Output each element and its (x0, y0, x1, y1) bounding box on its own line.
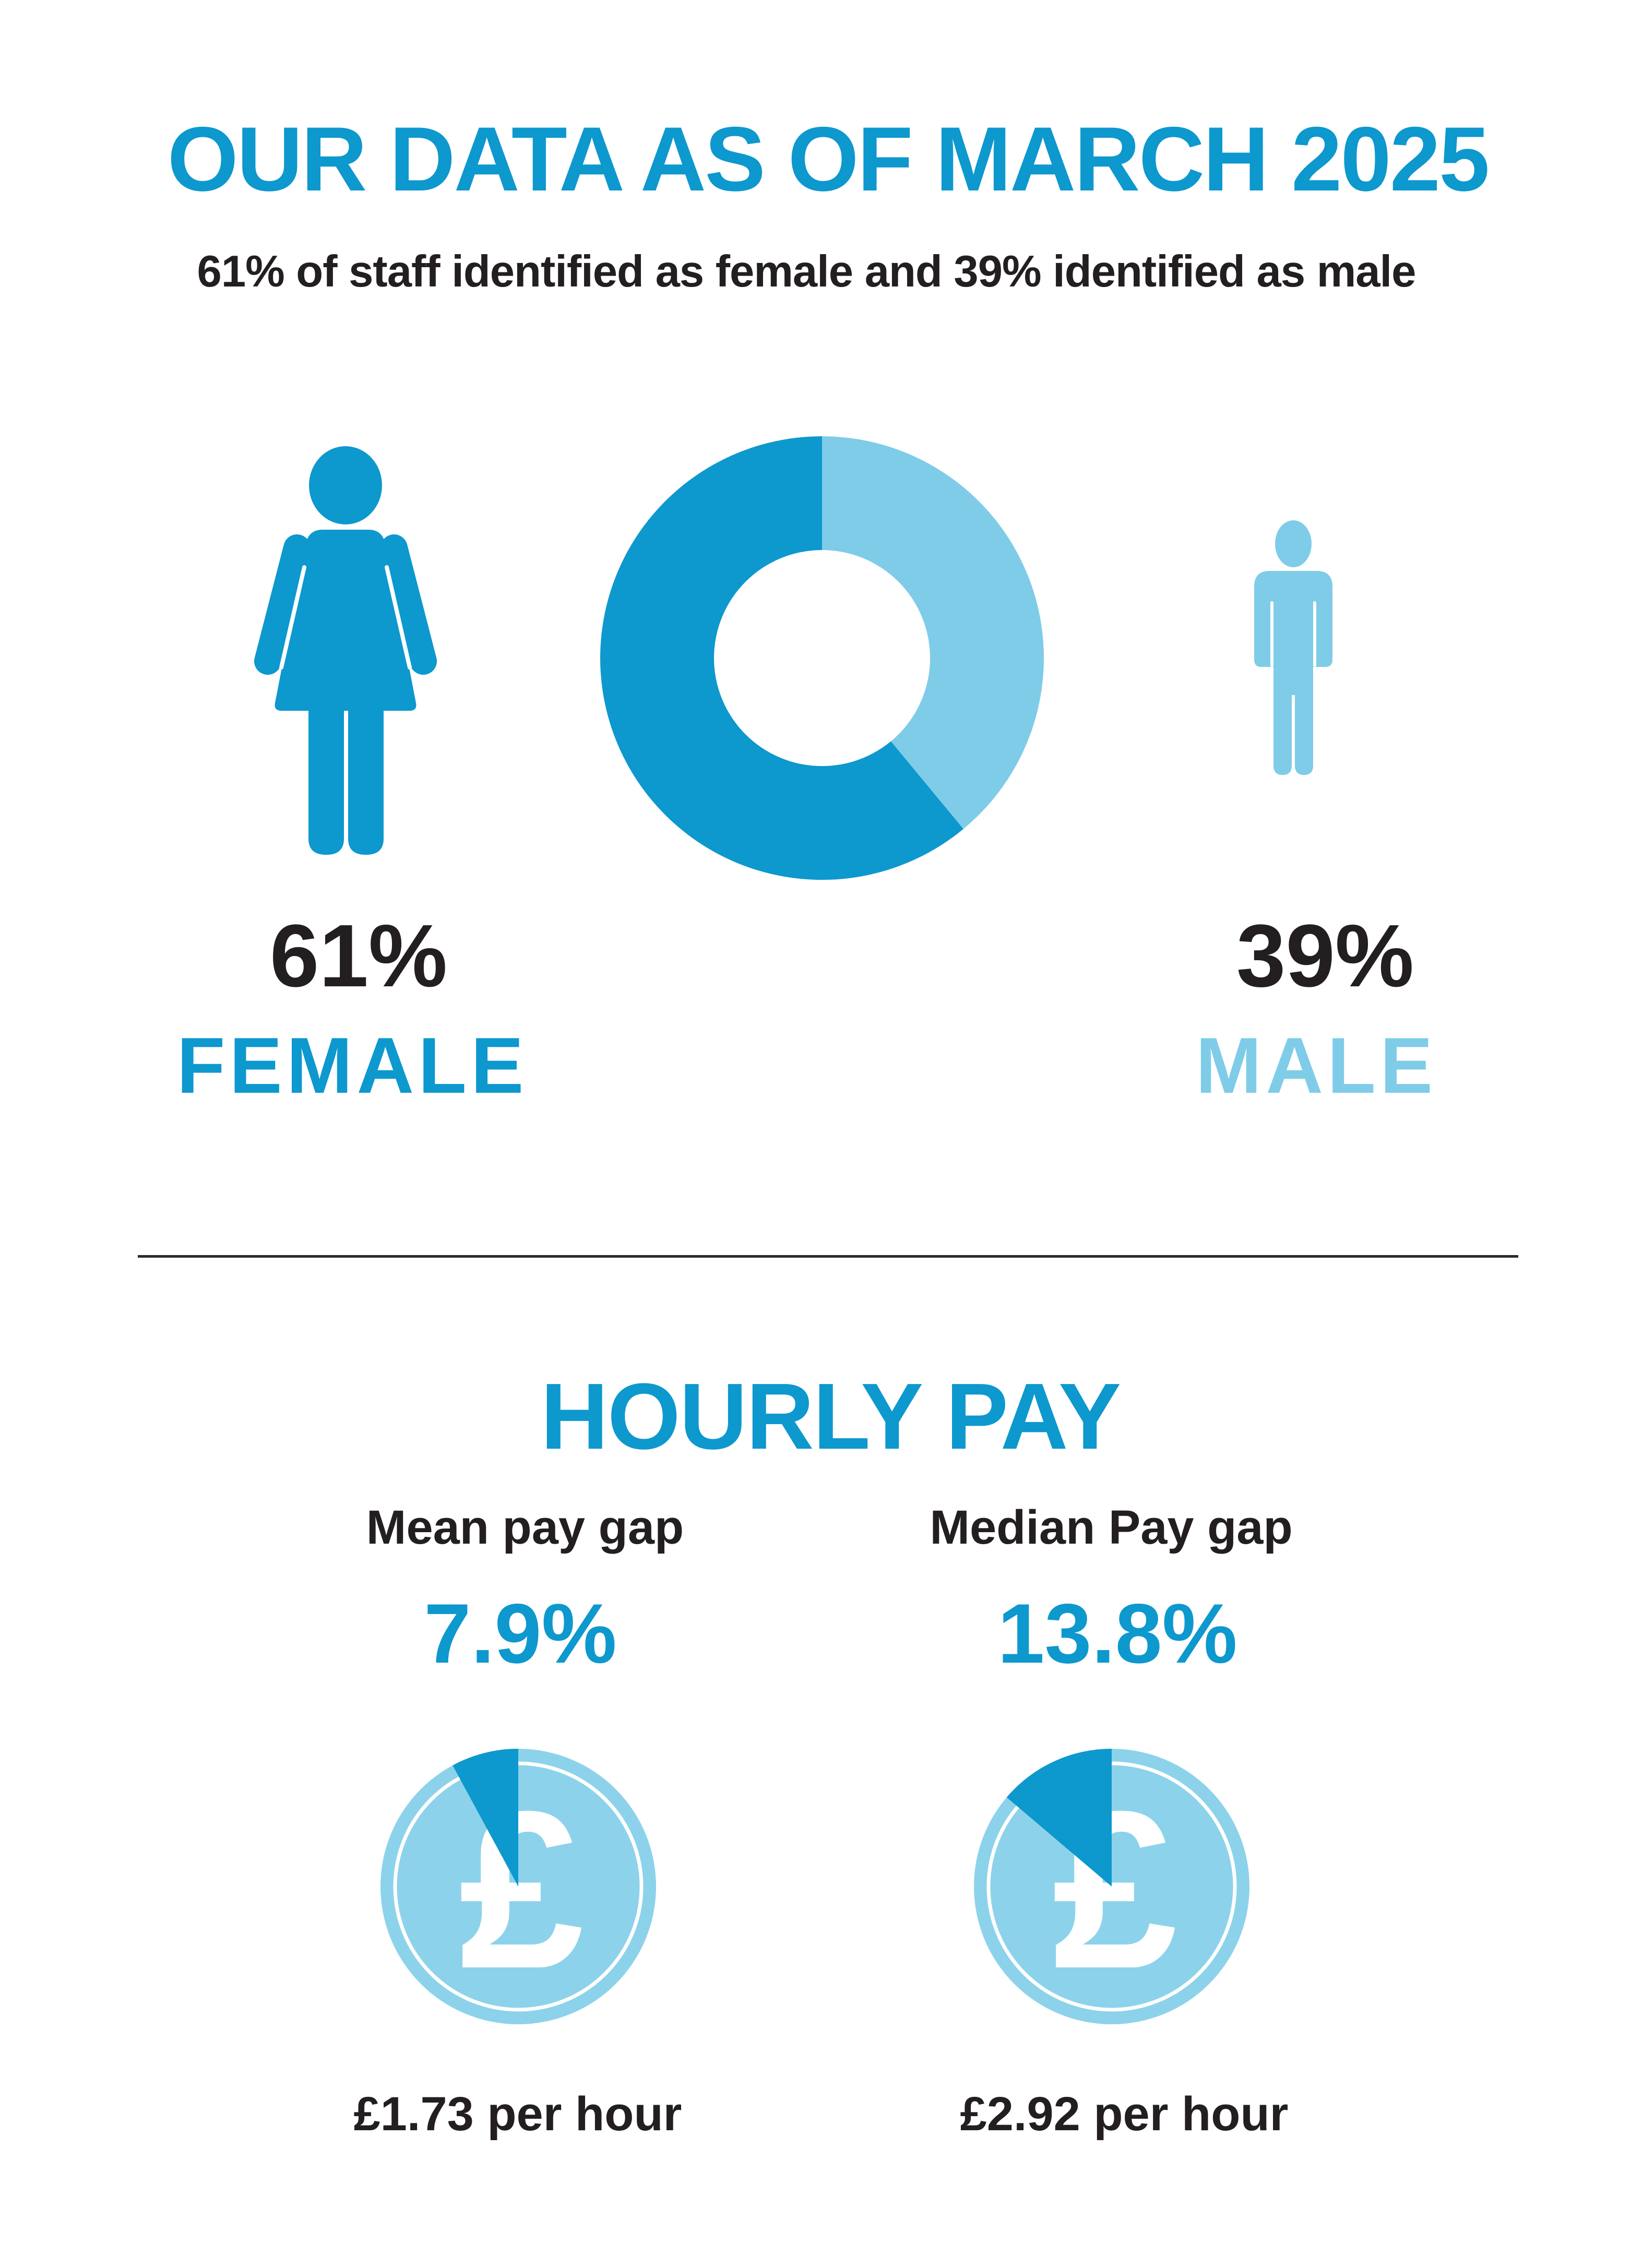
mean-per-hour: £1.73 per hour (353, 2087, 682, 2141)
donut-hole (714, 550, 930, 766)
female-dress (275, 530, 416, 711)
gender-donut-chart (600, 436, 1044, 880)
male-label: MALE (1195, 1021, 1437, 1110)
male-figure-icon (1254, 520, 1332, 775)
median-pay-gap-label: Median Pay gap (930, 1501, 1293, 1554)
female-left-arm (254, 534, 311, 675)
donut-slice-male (822, 436, 1044, 829)
mean-pay-gap-value: 7.9% (424, 1586, 617, 1681)
page-subtitle: 61% of staff identified as female and 39… (197, 247, 1416, 296)
female-right-arm (380, 534, 437, 675)
section-divider (138, 1255, 1518, 1258)
median-pay-gap-value: 13.8% (997, 1586, 1237, 1681)
mean-pay-gap-wedge (453, 1749, 518, 1887)
male-right-leg (1295, 677, 1313, 775)
hourly-pay-heading: HOURLY PAY (540, 1364, 1121, 1469)
male-percent: 39% (1236, 906, 1414, 1006)
male-left-leg (1273, 677, 1292, 775)
median-pay-gap-wedge (1006, 1749, 1112, 1887)
median-per-hour: £2.92 per hour (960, 2087, 1289, 2141)
pound-coin-median-icon: £ (974, 1749, 1249, 2024)
female-percent: 61% (269, 906, 448, 1006)
page-title: OUR DATA AS OF MARCH 2025 (167, 109, 1490, 210)
pound-coin-mean-icon: £ (380, 1749, 656, 2024)
female-label: FEMALE (176, 1021, 528, 1110)
female-right-leg (348, 707, 384, 855)
female-figure-icon (254, 446, 437, 855)
female-left-leg (308, 707, 344, 855)
mean-pay-gap-label: Mean pay gap (366, 1501, 684, 1554)
